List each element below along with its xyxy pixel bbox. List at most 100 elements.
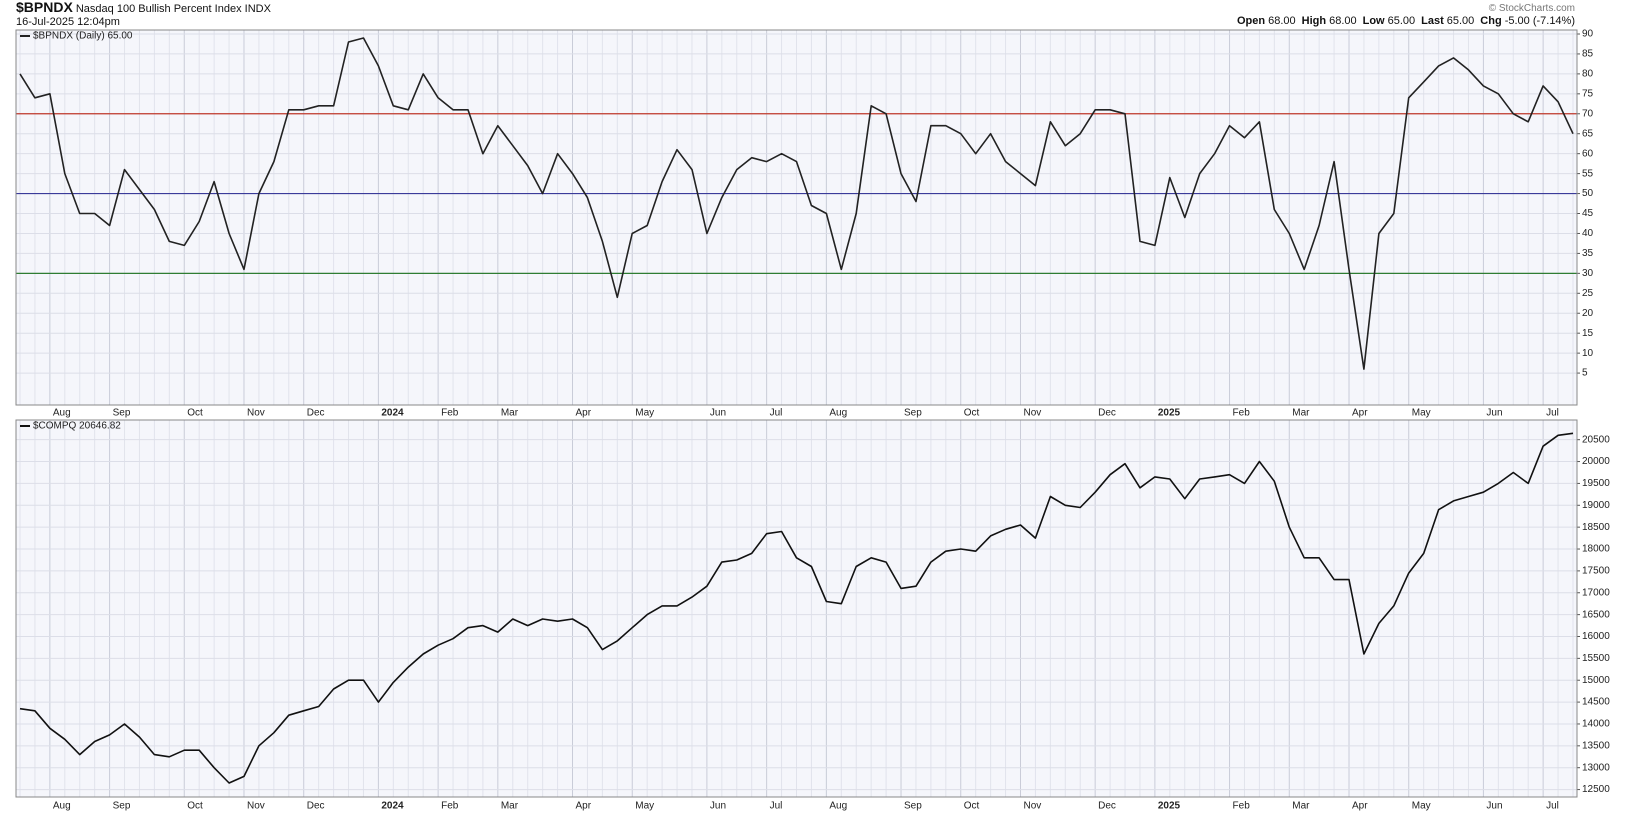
y-tick-label: 19000 xyxy=(1582,500,1610,511)
x-tick-label: Feb xyxy=(1233,801,1251,812)
x-tick-label: Jul xyxy=(770,408,783,419)
x-tick-label: Jul xyxy=(1546,408,1559,419)
y-tick-label: 19500 xyxy=(1582,478,1610,489)
y-tick-label: 45 xyxy=(1582,208,1594,219)
quote-value: 68.00 xyxy=(1329,15,1357,27)
x-tick-label: 2025 xyxy=(1158,408,1181,419)
header-left: $BPNDX Nasdaq 100 Bullish Percent Index … xyxy=(16,0,271,29)
y-tick-label: 16500 xyxy=(1582,609,1610,620)
x-tick-label: Dec xyxy=(1098,408,1116,419)
credit: © StockCharts.com xyxy=(1488,3,1575,14)
x-tick-label: Feb xyxy=(441,408,459,419)
y-tick-label: 13000 xyxy=(1582,762,1610,773)
y-tick-label: 60 xyxy=(1582,148,1594,159)
header-right: © StockCharts.com Open 68.00 High 68.00 Low 6… xyxy=(1231,2,1575,28)
y-tick-label: 55 xyxy=(1582,168,1594,179)
x-tick-label: Mar xyxy=(501,801,519,812)
timestamp: 16-Jul-2025 12:04pm xyxy=(16,16,120,28)
series-line xyxy=(19,37,1574,370)
y-tick-label: 65 xyxy=(1582,128,1594,139)
x-tick-label: Nov xyxy=(247,801,265,812)
x-tick-label: Nov xyxy=(1023,408,1041,419)
x-tick-label: Oct xyxy=(964,801,980,812)
quote-label: Low xyxy=(1362,15,1385,27)
panel-border xyxy=(15,419,1578,798)
y-tick-label: 15000 xyxy=(1582,675,1610,686)
x-tick-label: Mar xyxy=(1292,408,1310,419)
y-tick-label: 90 xyxy=(1582,29,1594,40)
quote-value: 65.00 xyxy=(1387,15,1416,27)
quote-value: 68.00 xyxy=(1268,15,1296,27)
x-tick-label: Sep xyxy=(113,408,131,419)
y-tick-label: 50 xyxy=(1582,188,1594,199)
y-tick-label: 14000 xyxy=(1582,719,1610,730)
x-tick-label: Aug xyxy=(53,801,71,812)
x-tick-label: 2024 xyxy=(381,801,404,812)
quote-label: Chg xyxy=(1480,15,1502,27)
y-tick-label: 35 xyxy=(1582,248,1594,259)
y-tick-label: 85 xyxy=(1582,49,1594,60)
y-tick-label: 70 xyxy=(1582,108,1594,119)
x-tick-label: Feb xyxy=(1233,408,1251,419)
x-tick-label: Aug xyxy=(829,801,847,812)
symbol: $BPNDX xyxy=(16,0,73,15)
y-tick-label: 15500 xyxy=(1582,653,1610,664)
y-tick-label: 16000 xyxy=(1582,631,1610,642)
x-tick-label: May xyxy=(635,408,654,419)
y-tick-label: 18000 xyxy=(1582,544,1610,555)
y-tick-label: 40 xyxy=(1582,228,1594,239)
x-tick-label: 2025 xyxy=(1158,801,1181,812)
y-tick-label: 14500 xyxy=(1582,697,1610,708)
series-line xyxy=(19,432,1574,784)
y-tick-label: 80 xyxy=(1582,69,1594,80)
quote-value: 65.00 xyxy=(1446,15,1475,27)
x-tick-label: May xyxy=(1412,408,1431,419)
x-tick-label: Aug xyxy=(829,408,847,419)
y-tick-label: 12500 xyxy=(1582,784,1610,795)
x-tick-label: 2024 xyxy=(381,408,404,419)
y-tick-label: 20500 xyxy=(1582,434,1610,445)
quote: Open 68.00 High 68.00 Low 65.00 Last 65.00 Chg -5… xyxy=(1231,15,1575,27)
x-tick-label: Feb xyxy=(441,801,459,812)
quote-label: Last xyxy=(1421,15,1444,27)
x-tick-label: Dec xyxy=(307,801,325,812)
y-tick-label: 18500 xyxy=(1582,522,1610,533)
y-tick-label: 13500 xyxy=(1582,740,1610,751)
x-tick-label: Jun xyxy=(1486,801,1502,812)
x-tick-label: Sep xyxy=(904,801,922,812)
quote-label: High xyxy=(1301,15,1327,27)
x-tick-label: Nov xyxy=(1023,801,1041,812)
x-tick-label: Oct xyxy=(964,408,980,419)
x-tick-label: Mar xyxy=(501,408,519,419)
x-tick-label: Aug xyxy=(53,408,71,419)
y-tick-label: 30 xyxy=(1582,268,1594,279)
x-tick-label: Jul xyxy=(1546,801,1559,812)
x-tick-label: Dec xyxy=(307,408,325,419)
y-tick-label: 5 xyxy=(1582,368,1588,379)
x-tick-label: Jun xyxy=(710,801,726,812)
x-tick-label: Apr xyxy=(576,801,592,812)
x-tick-label: Oct xyxy=(187,408,203,419)
x-tick-label: Apr xyxy=(1352,801,1368,812)
quote-label: Open xyxy=(1236,15,1266,27)
x-tick-label: Apr xyxy=(576,408,592,419)
x-tick-label: May xyxy=(635,801,654,812)
legend-label: $BPNDX (Daily) 65.00 xyxy=(33,31,133,42)
x-tick-label: Jun xyxy=(710,408,726,419)
panel-border xyxy=(15,29,1578,406)
y-tick-label: 75 xyxy=(1582,88,1594,99)
x-tick-label: Nov xyxy=(247,408,265,419)
y-tick-label: 15 xyxy=(1582,328,1594,339)
y-tick-label: 20 xyxy=(1582,308,1594,319)
y-tick-label: 17500 xyxy=(1582,566,1610,577)
y-tick-label: 20000 xyxy=(1582,456,1610,467)
x-tick-label: Oct xyxy=(187,801,203,812)
y-tick-label: 17000 xyxy=(1582,587,1610,598)
x-tick-label: May xyxy=(1412,801,1431,812)
x-tick-label: Sep xyxy=(113,801,131,812)
x-tick-label: Jul xyxy=(770,801,783,812)
y-tick-label: 25 xyxy=(1582,288,1594,299)
exchange: INDX xyxy=(244,3,271,15)
